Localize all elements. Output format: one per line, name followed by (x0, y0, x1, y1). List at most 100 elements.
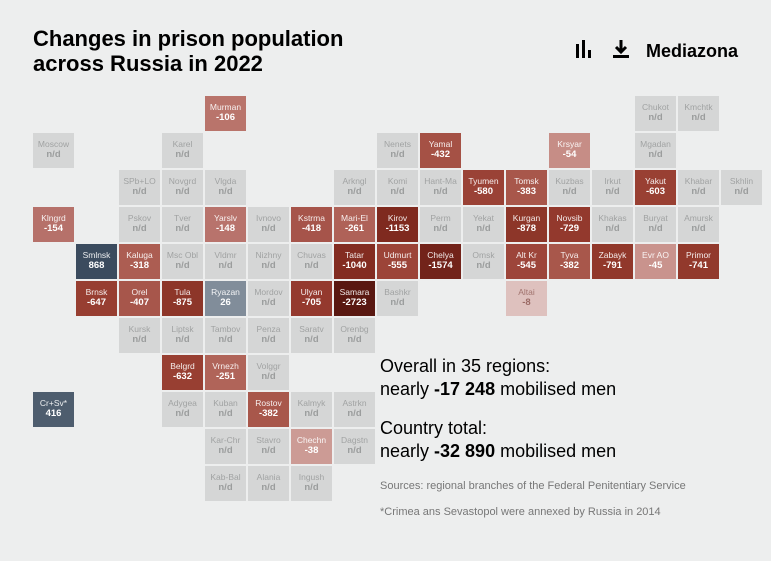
region-value: n/d (347, 187, 361, 197)
region-tile: Samara-2723 (334, 281, 375, 316)
region-label: Mgadan (640, 140, 671, 149)
region-value: n/d (433, 224, 447, 234)
region-tile: Klngrd-154 (33, 207, 74, 242)
region-tile: Yakut-603 (635, 170, 676, 205)
region-label: Samara (340, 288, 370, 297)
region-label: Perm (430, 214, 450, 223)
region-tile: Permn/d (420, 207, 461, 242)
region-tile: Altai-8 (506, 281, 547, 316)
region-value: n/d (175, 224, 189, 234)
region-tile: Khabarn/d (678, 170, 719, 205)
region-value: n/d (648, 224, 662, 234)
region-value: n/d (132, 224, 146, 234)
region-label: Buryat (643, 214, 668, 223)
region-value: n/d (605, 187, 619, 197)
region-value: -580 (474, 187, 493, 197)
region-label: Altai (518, 288, 535, 297)
region-label: Chuvas (297, 251, 326, 260)
region-tile: Novgrdn/d (162, 170, 203, 205)
region-label: Tula (174, 288, 190, 297)
region-tile: Vrnezh-251 (205, 355, 246, 390)
region-tile: Vldmrn/d (205, 244, 246, 279)
page-title: Changes in prison population across Russ… (33, 26, 353, 77)
region-label: Pskov (128, 214, 151, 223)
region-tile: Moscown/d (33, 133, 74, 168)
region-label: Ulyan (301, 288, 323, 297)
region-value: n/d (648, 150, 662, 160)
region-tile: Kalmykn/d (291, 392, 332, 427)
region-value: -647 (87, 298, 106, 308)
region-value: -407 (130, 298, 149, 308)
region-label: Irkut (604, 177, 621, 186)
region-value: -432 (431, 150, 450, 160)
region-value: n/d (261, 224, 275, 234)
region-tile: Ryazan26 (205, 281, 246, 316)
region-label: Primor (686, 251, 711, 260)
region-tile: Tambovn/d (205, 318, 246, 353)
region-label: Khabar (685, 177, 712, 186)
region-label: Arkngl (342, 177, 366, 186)
region-label: Smlnsk (83, 251, 111, 260)
region-value: n/d (218, 409, 232, 419)
region-tile: Kurgan-878 (506, 207, 547, 242)
region-label: Kurgan (513, 214, 540, 223)
region-tile: Kuzbasn/d (549, 170, 590, 205)
region-value: -545 (517, 261, 536, 271)
region-tile: Alt Kr-545 (506, 244, 547, 279)
region-value: n/d (261, 261, 275, 271)
region-tile: Udmurt-555 (377, 244, 418, 279)
region-value: 868 (89, 261, 105, 271)
region-label: Tatar (345, 251, 364, 260)
region-tile: SPb+LOn/d (119, 170, 160, 205)
region-value: n/d (304, 335, 318, 345)
region-tile: Saratvn/d (291, 318, 332, 353)
region-value: n/d (390, 298, 404, 308)
region-label: Hant-Ma (424, 177, 457, 186)
region-value: 26 (220, 298, 231, 308)
region-tile: Smlnsk868 (76, 244, 117, 279)
region-label: Kaluga (126, 251, 152, 260)
region-tile: Kstrma-418 (291, 207, 332, 242)
region-value: n/d (175, 261, 189, 271)
region-tile: Cr+Sv*416 (33, 392, 74, 427)
region-value: -38 (305, 446, 319, 456)
region-label: Krsyar (557, 140, 582, 149)
region-tile: Chukotn/d (635, 96, 676, 131)
region-value: n/d (132, 187, 146, 197)
region-label: Msc Obl (167, 251, 198, 260)
region-label: Skhlin (730, 177, 753, 186)
region-label: Udmurt (384, 251, 412, 260)
summary-regions-value: nearly -17 248 mobilised men (380, 379, 738, 400)
region-tile: Evr AO-45 (635, 244, 676, 279)
region-value: -54 (563, 150, 577, 160)
region-value: n/d (175, 187, 189, 197)
region-label: Mari-El (341, 214, 368, 223)
download-icon[interactable] (610, 38, 632, 65)
region-value: -382 (259, 409, 278, 419)
region-tile: Astrknn/d (334, 392, 375, 427)
region-value: n/d (304, 483, 318, 493)
region-label: Volggr (256, 362, 280, 371)
region-tile: Orenbgn/d (334, 318, 375, 353)
region-value: n/d (218, 261, 232, 271)
region-tile: Chelya-1574 (420, 244, 461, 279)
region-tile: Chuvasn/d (291, 244, 332, 279)
region-value: -318 (130, 261, 149, 271)
region-value: n/d (218, 483, 232, 493)
region-label: Ivnovo (256, 214, 281, 223)
region-tile: Kurskn/d (119, 318, 160, 353)
region-label: Khakas (598, 214, 626, 223)
region-value: n/d (175, 150, 189, 160)
region-value: -154 (44, 224, 63, 234)
region-tile: Liptskn/d (162, 318, 203, 353)
region-label: Klngrd (41, 214, 66, 223)
region-tile: Kab-Baln/d (205, 466, 246, 501)
region-value: -148 (216, 224, 235, 234)
region-tile: Arkngln/d (334, 170, 375, 205)
region-value: n/d (261, 483, 275, 493)
region-value: -1040 (342, 261, 366, 271)
bars-icon (574, 38, 596, 65)
region-tile: Primor-741 (678, 244, 719, 279)
region-value: n/d (261, 446, 275, 456)
brand-block: Mediazona (574, 26, 738, 77)
